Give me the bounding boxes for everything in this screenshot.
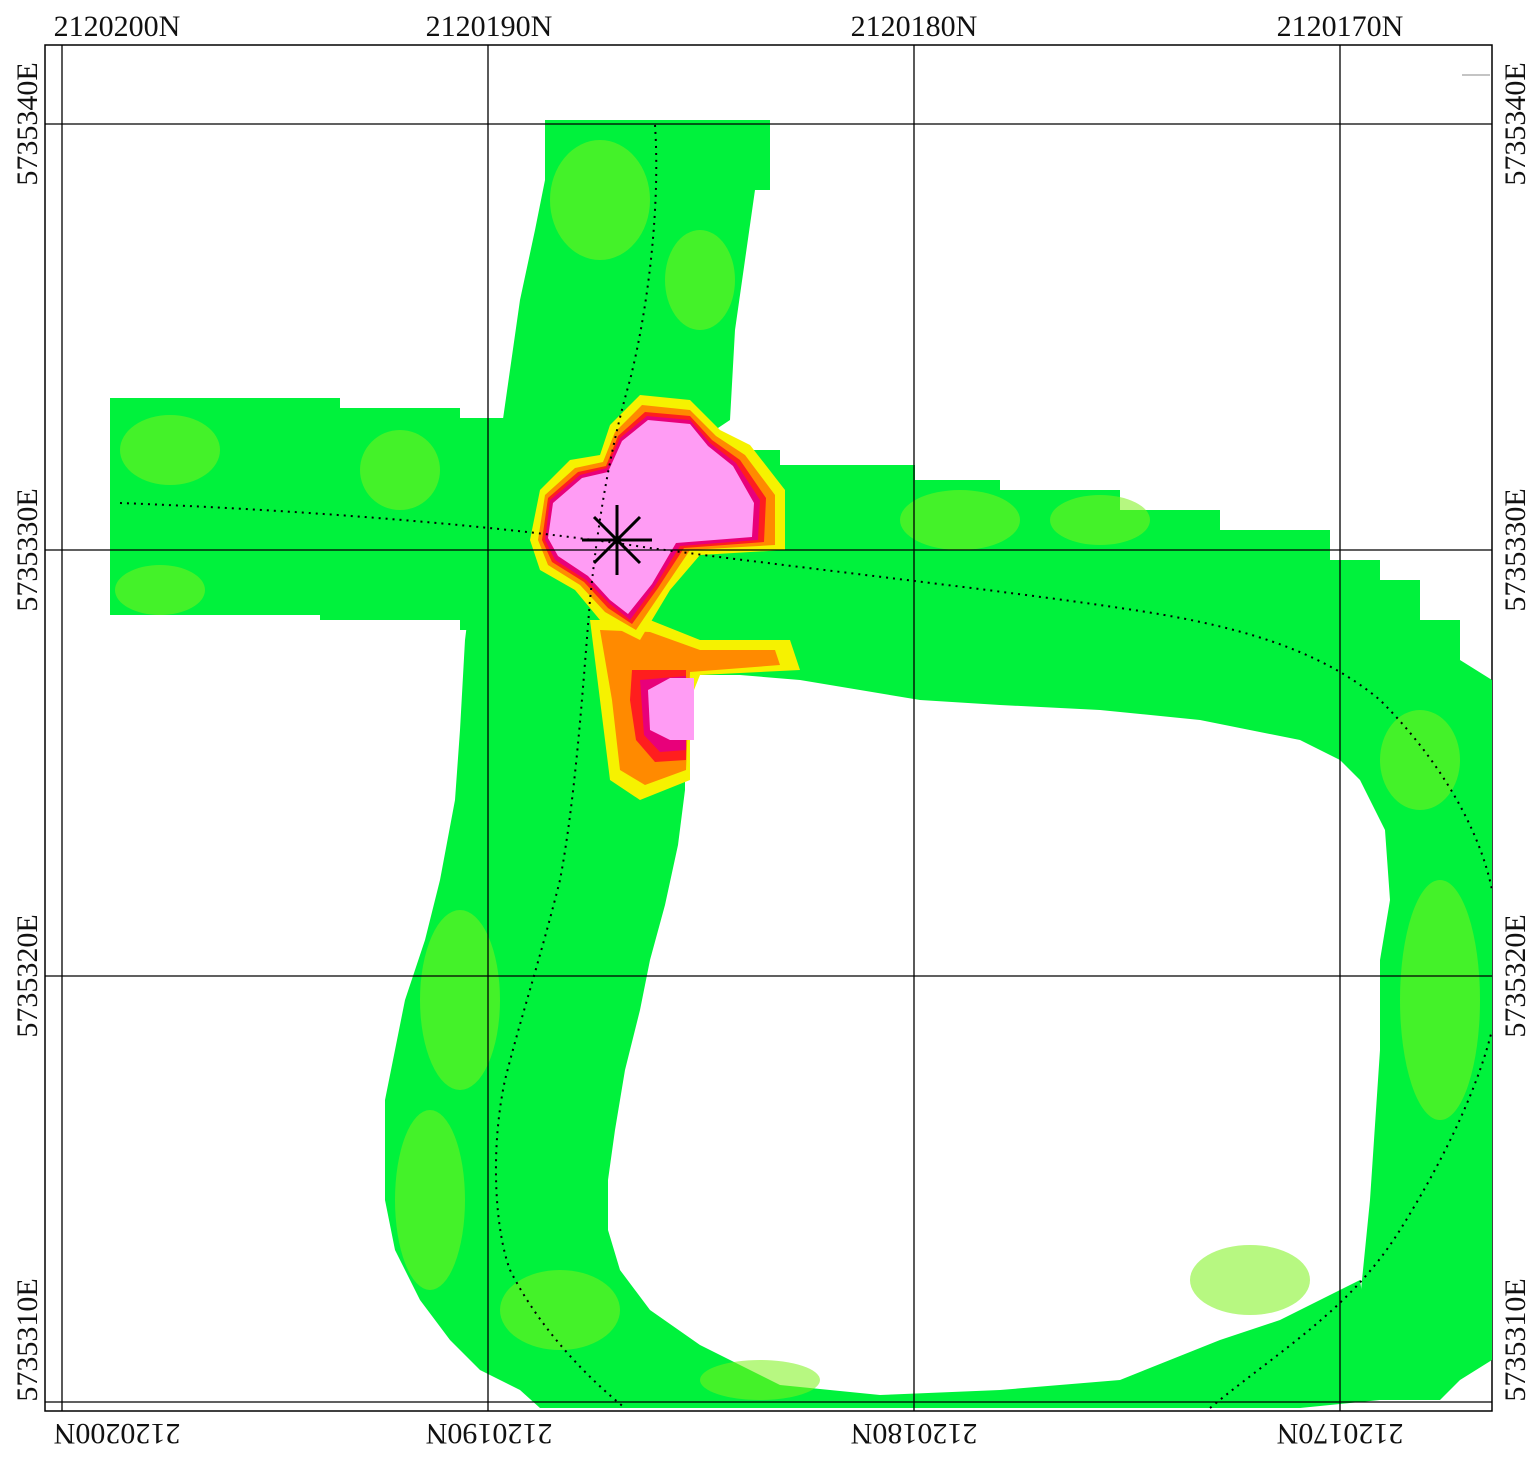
anomaly-lower — [590, 620, 800, 800]
northing-label: 2120170N — [1277, 1417, 1404, 1450]
easting-labels-left: 5735340E 5735330E 5735320E 5735310E — [11, 62, 44, 1401]
easting-label: 5735320E — [11, 914, 44, 1037]
easting-label: 5735310E — [1499, 1278, 1532, 1401]
northing-label: 2120200N — [54, 1417, 181, 1450]
easting-label: 5735330E — [1499, 488, 1532, 611]
northing-label: 2120180N — [851, 1417, 978, 1450]
easting-label: 5735340E — [1499, 62, 1532, 185]
trace-horizontal — [119, 502, 1493, 891]
trace-loop — [1209, 1029, 1493, 1409]
easting-label: 5735310E — [11, 1278, 44, 1401]
survey-coverage — [110, 120, 1492, 1408]
northing-label: 2120190N — [426, 10, 553, 43]
northing-labels-bottom: 2120200N 2120190N 2120180N 2120170N — [54, 1417, 1404, 1450]
northing-label: 2120200N — [54, 10, 181, 43]
northing-label: 2120190N — [426, 1417, 553, 1450]
anomaly-main — [530, 395, 785, 640]
easting-labels-right: 5735340E 5735330E 5735320E 5735310E — [1499, 62, 1532, 1401]
anomaly-lower-core — [648, 678, 694, 740]
grid-lines — [45, 45, 1492, 1411]
northing-label: 2120170N — [1277, 10, 1404, 43]
easting-label: 5735330E — [11, 488, 44, 611]
survey-traces — [119, 124, 1493, 1409]
coverage-vertical-band — [385, 120, 1380, 1408]
northing-label: 2120180N — [851, 10, 978, 43]
easting-label: 5735340E — [11, 62, 44, 185]
northing-labels-top: 2120200N 2120190N 2120180N 2120170N — [54, 10, 1404, 43]
anomaly-main-core — [548, 420, 754, 614]
target-marker-icon — [582, 505, 652, 575]
coverage-horizontal-band — [110, 398, 1492, 1400]
easting-label: 5735320E — [1499, 914, 1532, 1037]
coverage-shading — [115, 140, 1480, 1400]
